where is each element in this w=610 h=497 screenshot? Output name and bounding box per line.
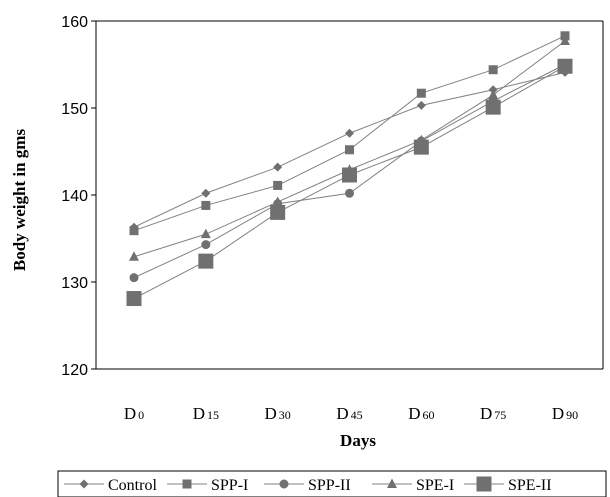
data-point-spe-ii bbox=[270, 204, 286, 220]
legend-label-spe-ii: SPE-II bbox=[508, 477, 552, 494]
data-point-control bbox=[201, 188, 211, 198]
data-point-spe-i bbox=[129, 251, 139, 261]
legend: Control SPP-I SPP-II SPE-I SPE-II bbox=[57, 470, 607, 497]
data-point-spe-ii bbox=[342, 167, 357, 183]
data-point-spe-ii bbox=[413, 139, 429, 155]
y-tick-label: 160 bbox=[61, 14, 88, 31]
legend-marker-spe-ii bbox=[476, 476, 492, 492]
data-point-spp-ii bbox=[345, 188, 354, 198]
data-point-spp-i bbox=[345, 145, 354, 155]
legend-label-control: Control bbox=[108, 477, 157, 494]
data-point-spp-i bbox=[416, 88, 426, 98]
data-point-control bbox=[416, 100, 426, 110]
data-point-spp-i bbox=[201, 200, 211, 210]
x-tick-label: D 45 bbox=[336, 404, 362, 423]
x-tick-label: D 30 bbox=[265, 404, 291, 423]
data-point-spp-ii bbox=[129, 273, 139, 283]
x-tick-label: D 90 bbox=[552, 404, 578, 423]
data-point-spe-ii bbox=[126, 291, 142, 307]
data-point-spe-ii bbox=[557, 58, 573, 74]
legend-marker-spp-i bbox=[182, 479, 192, 489]
data-point-spe-i bbox=[200, 228, 211, 239]
y-tick-label: 140 bbox=[61, 188, 88, 205]
data-point-spe-ii bbox=[198, 253, 214, 269]
data-point-spe-i bbox=[560, 35, 570, 46]
y-tick-label: 150 bbox=[61, 101, 88, 118]
x-tick-label: D 60 bbox=[408, 404, 434, 423]
legend-marker-spp-ii bbox=[279, 479, 289, 489]
data-point-spp-i bbox=[488, 65, 498, 75]
legend-marker-control bbox=[79, 479, 89, 489]
data-point-spp-ii bbox=[201, 240, 211, 250]
series-spe-ii bbox=[126, 58, 573, 307]
data-point-control bbox=[273, 162, 283, 172]
data-point-control bbox=[345, 128, 354, 138]
legend-label-spp-i: SPP-I bbox=[211, 477, 248, 494]
legend-label-spe-i: SPE-I bbox=[416, 477, 454, 494]
y-axis-ticks: 120 130 140 150 160 bbox=[61, 14, 96, 379]
x-tick-label: D 75 bbox=[480, 404, 506, 423]
x-axis-ticks: D 0 D 15 D 30 D 45 D 60 D 75 D 90 bbox=[124, 404, 578, 423]
legend-label-spp-ii: SPP-II bbox=[308, 477, 351, 494]
y-tick-label: 120 bbox=[61, 362, 88, 379]
legend-marker-spe-i bbox=[387, 478, 397, 488]
data-point-spp-i bbox=[129, 226, 139, 236]
series-group bbox=[126, 31, 573, 307]
y-tick-label: 130 bbox=[61, 275, 88, 292]
data-point-spe-i bbox=[488, 89, 499, 99]
legend-box bbox=[57, 470, 607, 497]
data-point-spp-i bbox=[273, 180, 283, 190]
x-axis-label: Days bbox=[340, 431, 376, 450]
x-tick-label: D 15 bbox=[193, 404, 219, 423]
data-point-spe-ii bbox=[485, 99, 501, 115]
data-point-spe-i bbox=[272, 196, 283, 206]
y-axis-label: Body weight in gms bbox=[10, 129, 29, 272]
